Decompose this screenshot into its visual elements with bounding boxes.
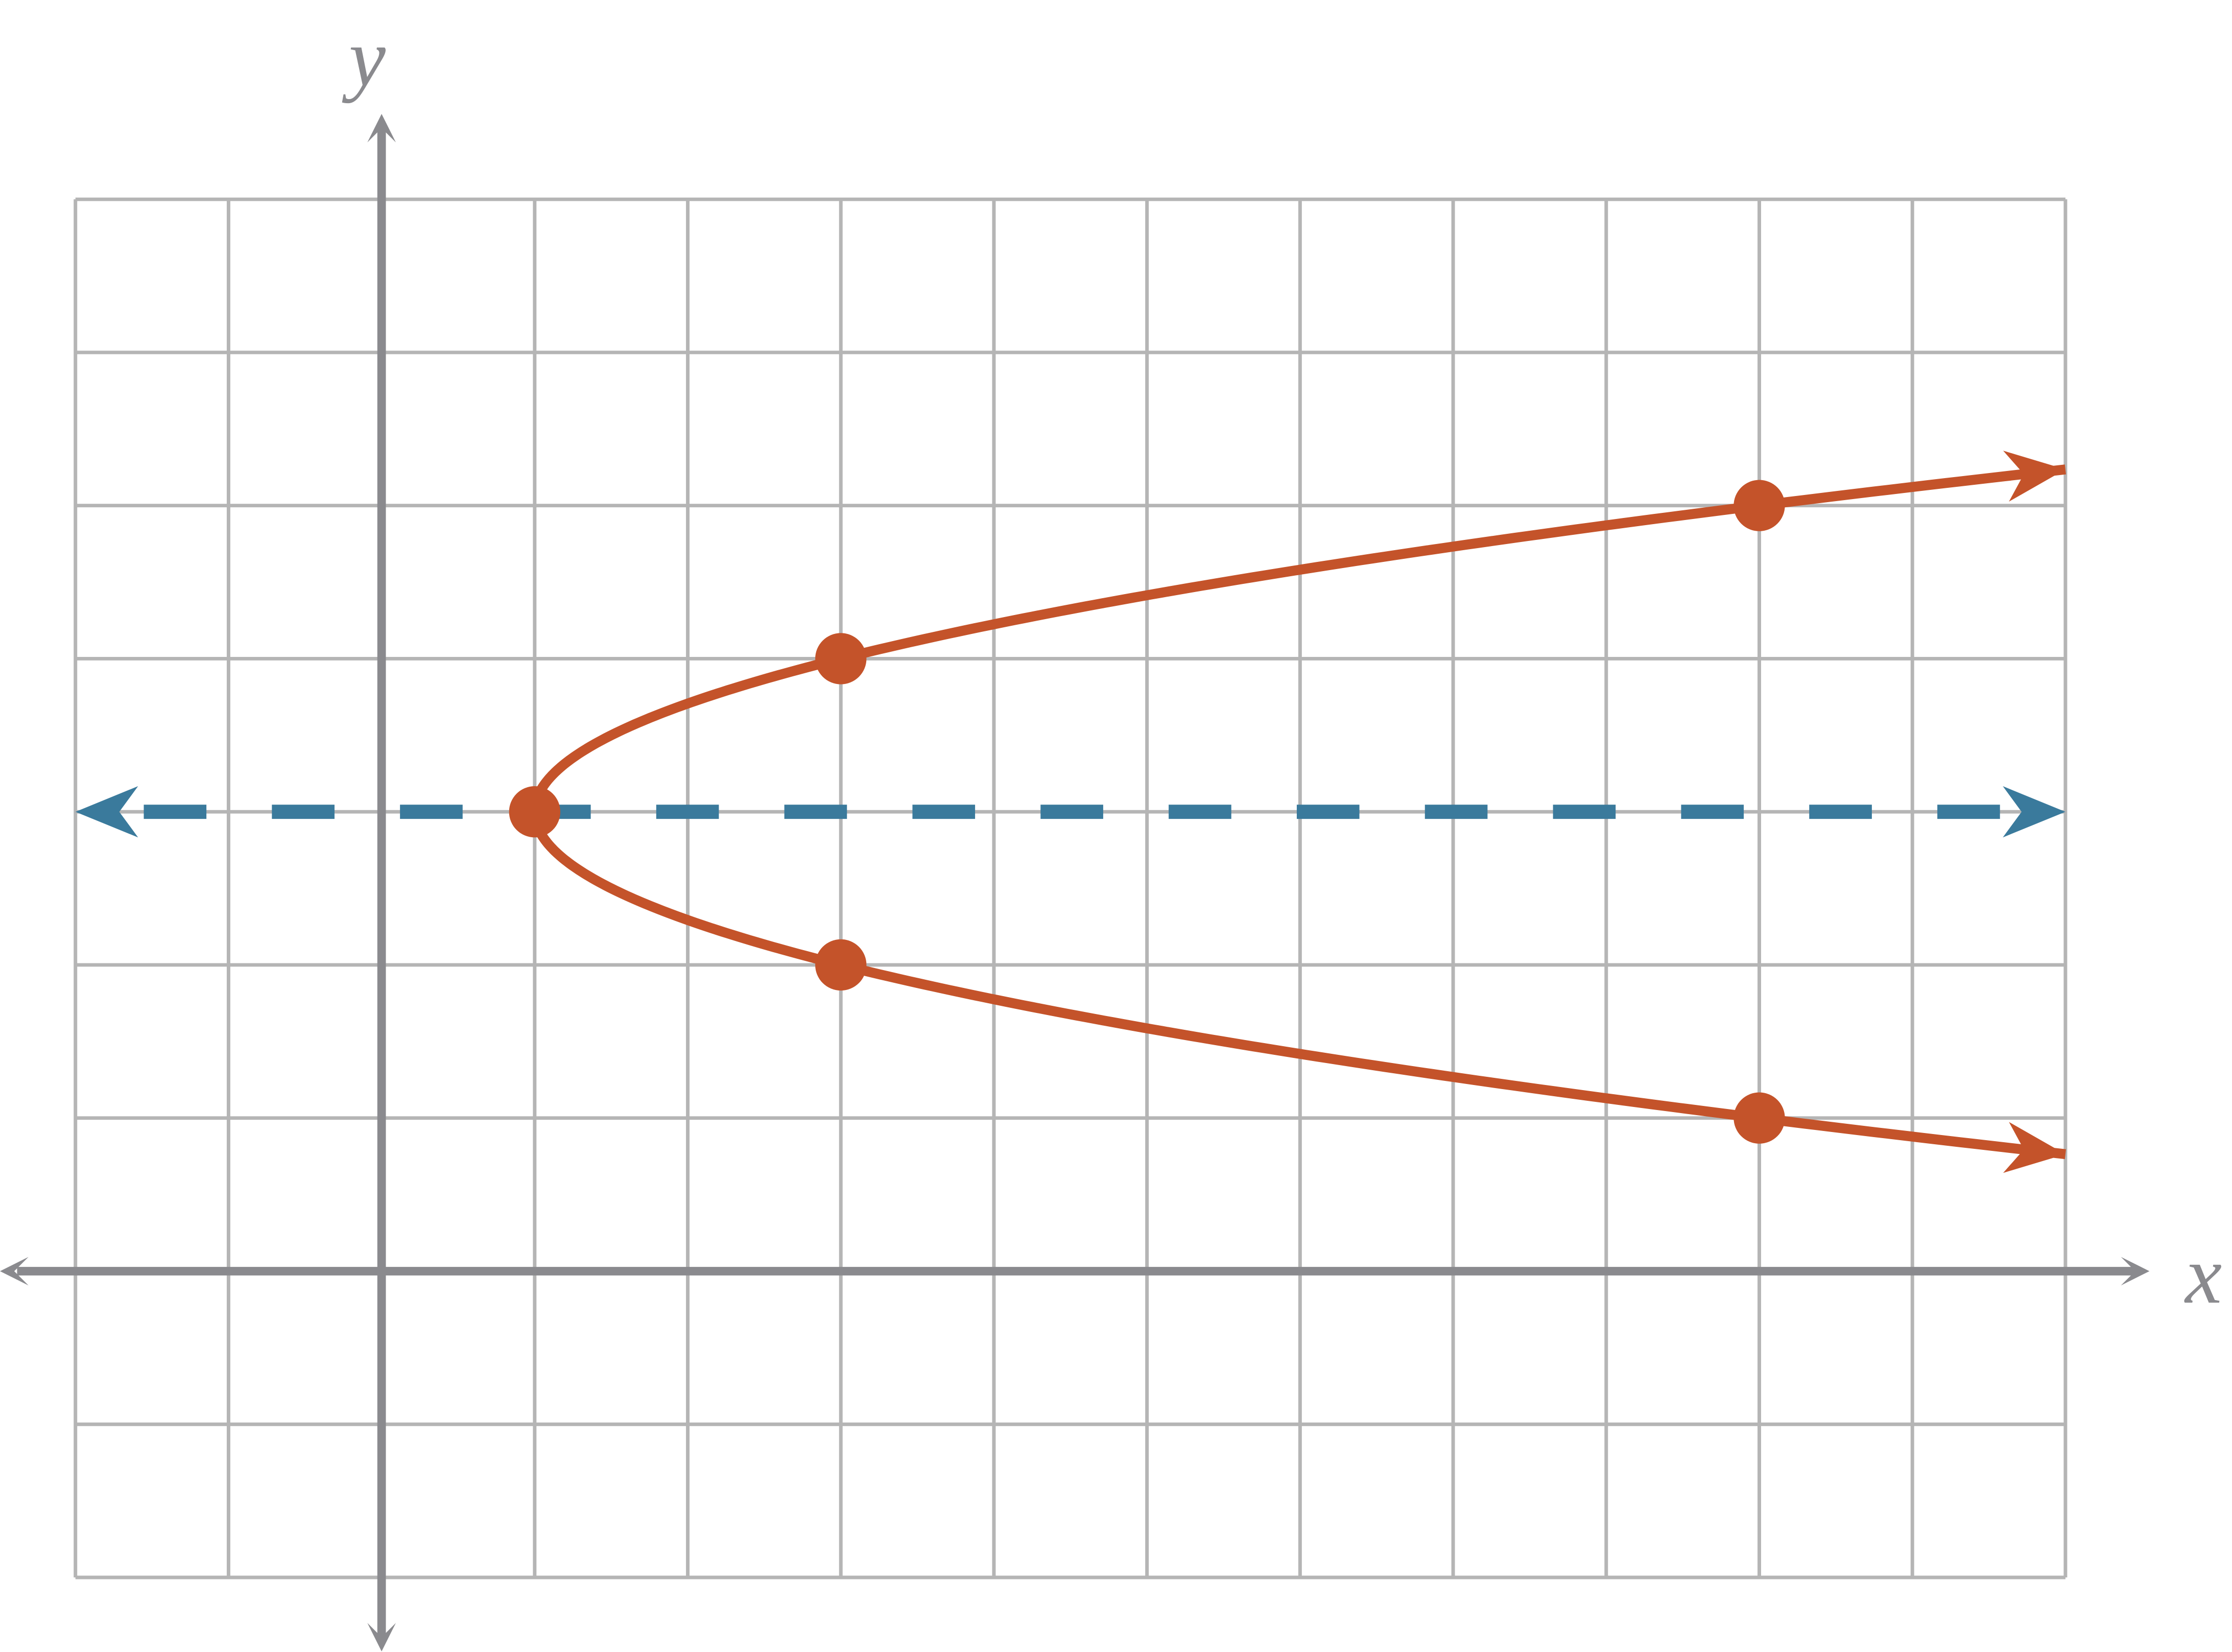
axis-of-symmetry-arrow: [2003, 786, 2065, 838]
point: [1734, 480, 1785, 531]
y-axis-label: y: [342, 12, 386, 103]
parabola-arrow: [2003, 1122, 2065, 1173]
x-axis-label: x: [2184, 1229, 2222, 1320]
point: [815, 939, 867, 991]
parabola-arrow: [2003, 451, 2065, 502]
point: [1734, 1092, 1785, 1144]
axis-of-symmetry-arrow: [75, 786, 138, 838]
point: [509, 786, 561, 838]
x-axis-arrow: [0, 1257, 29, 1286]
x-axis-arrow: [2121, 1257, 2150, 1286]
point: [815, 633, 867, 685]
